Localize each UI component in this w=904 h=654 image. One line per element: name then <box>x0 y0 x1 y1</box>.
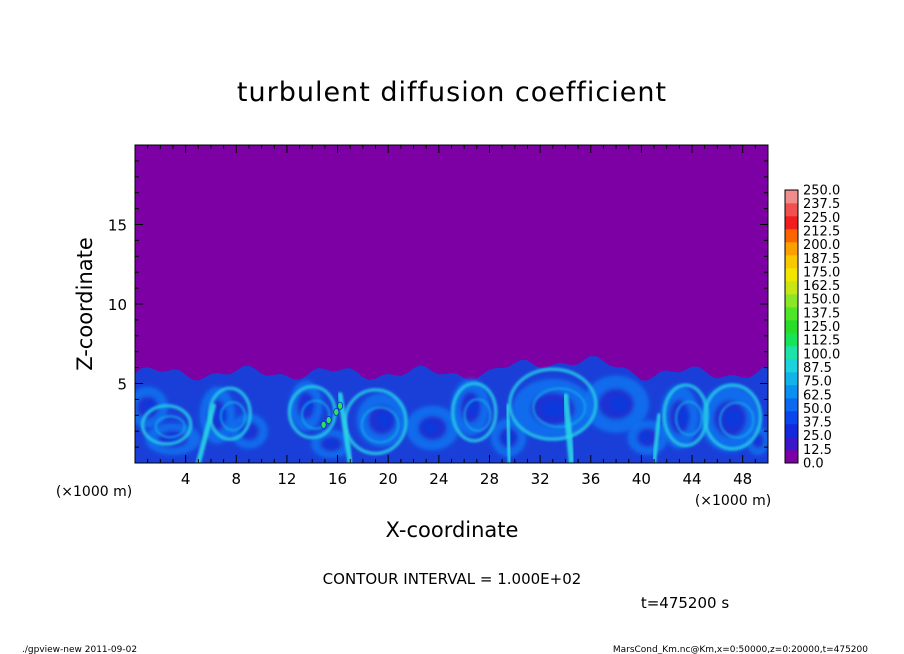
colorbar-label: 212.5 <box>803 224 840 239</box>
colorbar-band <box>785 346 798 360</box>
chart-title: turbulent diffusion coefficient <box>237 77 667 108</box>
colorbar-label: 162.5 <box>803 279 840 294</box>
high-value-spot <box>325 416 332 425</box>
eddy <box>229 413 268 449</box>
vortex-streak <box>507 367 598 441</box>
updraft-plume <box>195 403 216 463</box>
x-tick-label: 32 <box>531 470 550 488</box>
colorbar-label: 62.5 <box>803 388 832 403</box>
colorbar-band <box>785 229 798 243</box>
y-axis-ticks: 5 10 15 <box>108 160 768 448</box>
x-axis-ticks: 4 8 12 16 20 24 28 32 36 40 44 48 <box>147 145 756 488</box>
x-tick-label: 4 <box>181 470 191 488</box>
colorbar-label: 112.5 <box>803 334 840 349</box>
colorbar-band <box>785 424 798 438</box>
x-tick-label: 8 <box>232 470 242 488</box>
colorbar-band <box>785 320 798 334</box>
colorbar-band <box>785 190 798 204</box>
colorbar-band <box>785 372 798 386</box>
y-tick-label: 10 <box>108 296 127 314</box>
x-tick-label: 20 <box>379 470 398 488</box>
eddy <box>583 375 649 433</box>
high-value-spot <box>333 408 340 417</box>
colorbar-band <box>785 398 798 412</box>
colorbar: 0.012.525.037.550.062.575.087.5100.0112.… <box>784 184 840 472</box>
colorbar-label: 225.0 <box>803 211 840 226</box>
colorbar-band <box>785 411 798 425</box>
colorbar-label: 75.0 <box>803 375 832 390</box>
high-value-spot <box>320 420 327 429</box>
colorbar-label: 187.5 <box>803 252 840 267</box>
x-tick-label: 24 <box>429 470 448 488</box>
colorbar-label: 237.5 <box>803 197 840 212</box>
colorbar-label: 250.0 <box>803 184 840 199</box>
vortex-streak <box>451 381 498 443</box>
y-tick-label: 5 <box>117 376 127 394</box>
updraft-plume <box>562 393 575 463</box>
colorbar-label: 12.5 <box>803 443 832 458</box>
contour-interval-text: CONTOUR INTERVAL = 1.000E+02 <box>323 570 582 588</box>
plot-area <box>135 145 768 463</box>
colorbar-band <box>785 281 798 295</box>
vortex-streak <box>140 404 193 446</box>
x-tick-label: 28 <box>480 470 499 488</box>
colorbar-label: 50.0 <box>803 402 832 417</box>
colorbar-label: 37.5 <box>803 416 832 431</box>
colorbar-label: 125.0 <box>803 320 840 335</box>
y-axis-label: Z-coordinate <box>73 237 97 371</box>
colorbar-label: 150.0 <box>803 293 840 308</box>
colorbar-band <box>785 385 798 399</box>
colorbar-band <box>785 294 798 308</box>
colorbar-label: 175.0 <box>803 265 840 280</box>
x-unit-label-right: (×1000 m) <box>695 493 771 509</box>
colorbar-label: 100.0 <box>803 347 840 362</box>
x-tick-label: 12 <box>277 470 296 488</box>
x-tick-label: 40 <box>632 470 651 488</box>
eddy <box>405 405 460 451</box>
colorbar-band <box>785 437 798 451</box>
colorbar-label: 0.0 <box>803 457 824 472</box>
colorbar-band <box>785 450 798 464</box>
colorbar-band <box>785 307 798 321</box>
colorbar-label: 25.0 <box>803 429 832 444</box>
footer-left-text: ./gpview-new 2011-09-02 <box>22 645 137 654</box>
colorbar-frame <box>784 189 799 464</box>
x-tick-label: 48 <box>733 470 752 488</box>
time-label: t=475200 s <box>641 594 729 612</box>
vortex-streak <box>702 383 763 451</box>
eddy <box>660 385 699 449</box>
colorbar-band <box>785 359 798 373</box>
colorbar-band <box>785 255 798 269</box>
colorbar-band <box>785 203 798 217</box>
colorbar-band <box>785 333 798 347</box>
x-tick-label: 16 <box>328 470 347 488</box>
colorbar-label: 87.5 <box>803 361 832 376</box>
y-tick-label: 15 <box>108 217 127 235</box>
x-tick-label: 44 <box>682 470 701 488</box>
colorbar-band <box>785 242 798 256</box>
colorbar-band <box>785 216 798 230</box>
colorbar-label: 137.5 <box>803 306 840 321</box>
x-unit-label-left: (×1000 m) <box>56 484 132 500</box>
updraft-plume <box>505 403 512 463</box>
footer-right-text: MarsCond_Km.nc@Km,x=0:50000,z=0:20000,t=… <box>613 645 868 654</box>
colorbar-band <box>785 268 798 282</box>
turbulent-field-layer <box>135 356 768 463</box>
vortex-streak <box>662 383 709 448</box>
colorbar-label: 200.0 <box>803 238 840 253</box>
x-tick-label: 36 <box>581 470 600 488</box>
updraft-plume <box>652 413 662 463</box>
x-axis-label: X-coordinate <box>386 518 519 542</box>
eddy <box>356 393 408 448</box>
high-value-spot <box>337 401 344 410</box>
